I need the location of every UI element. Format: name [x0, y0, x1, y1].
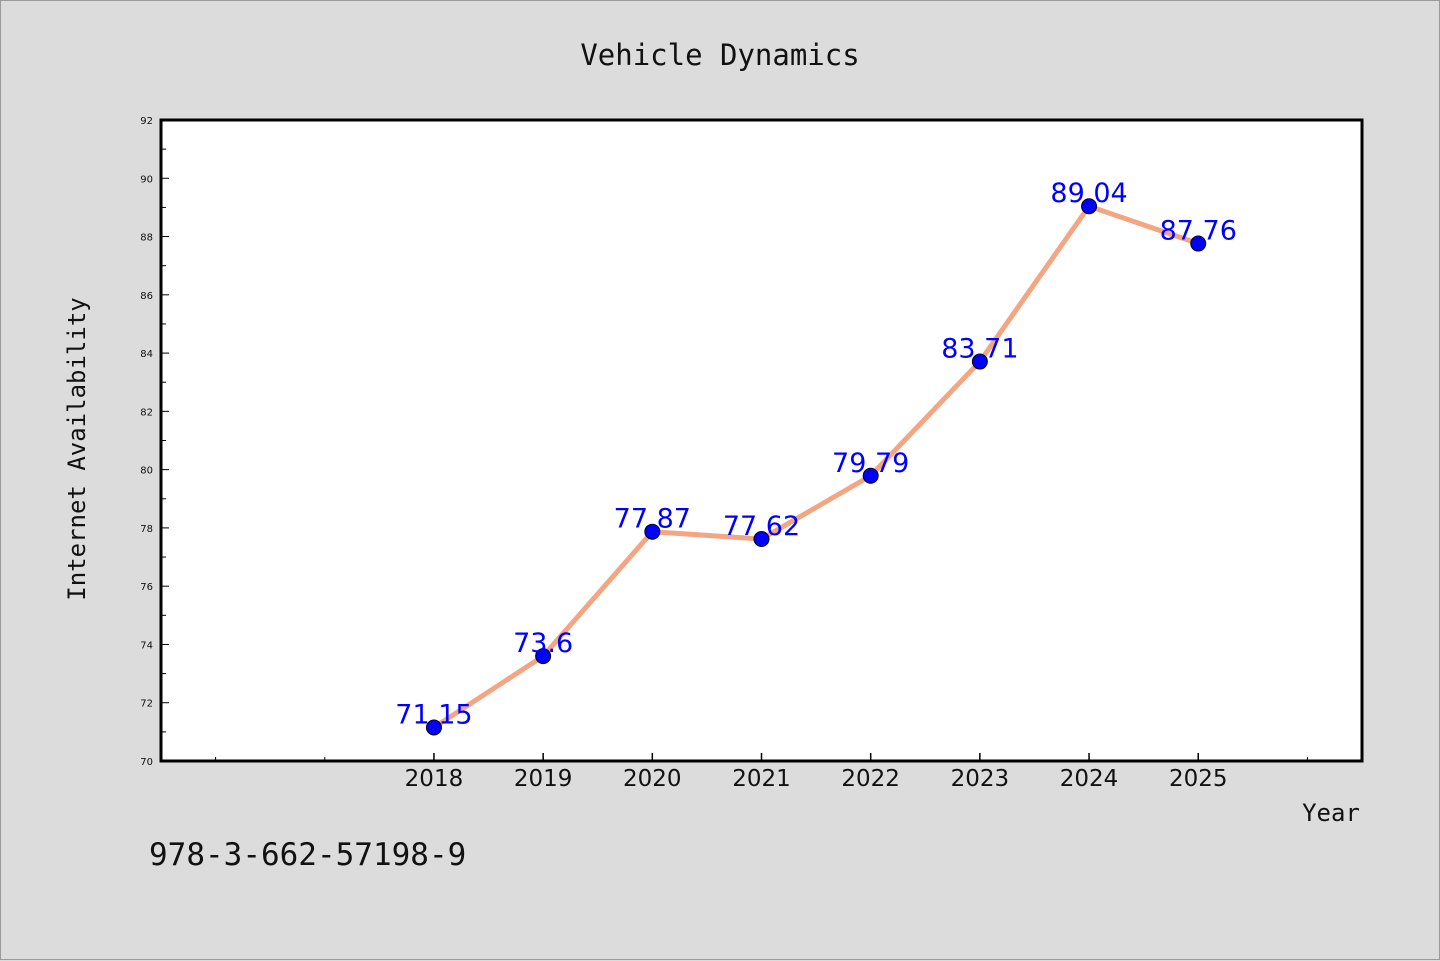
y-tick-label: 72	[140, 699, 153, 710]
y-axis: 70 72 74 76 78 80 82 84 86 88 90 92	[140, 116, 169, 768]
y-tick-label: 88	[140, 233, 153, 244]
data-label: 73.6	[513, 628, 573, 659]
x-tick-label: 2019	[514, 766, 573, 792]
data-point	[1190, 235, 1207, 252]
y-tick-label: 80	[140, 466, 153, 477]
x-tick-label: 2023	[951, 766, 1010, 792]
series-group: 71.15 73.6 77.87 77.62 79.79 83.71 89.04 87.76	[395, 178, 1237, 736]
y-tick-label: 86	[140, 291, 153, 302]
chart-title: Vehicle Dynamics	[580, 38, 859, 72]
y-tick-label: 78	[140, 524, 153, 535]
x-axis-title: Year	[1302, 799, 1360, 827]
series-line	[432, 203, 1200, 730]
y-tick-label: 92	[140, 116, 153, 127]
x-tick-label: 2024	[1060, 766, 1119, 792]
y-tick-label: 82	[140, 407, 153, 418]
data-point	[535, 648, 552, 665]
isbn-label: 978-3-662-57198-9	[149, 837, 466, 873]
x-tick-label: 2022	[841, 766, 900, 792]
x-tick-label: 2021	[732, 766, 791, 792]
y-tick-label: 74	[140, 640, 153, 651]
y-tick-label: 90	[140, 174, 153, 185]
data-point	[644, 523, 661, 540]
data-point	[971, 353, 988, 370]
x-axis: 2018 2019 2020 2021 2022 2023 2024 2025	[215, 753, 1308, 792]
data-label: 77.87	[614, 504, 691, 535]
y-axis-title: Internet Availability	[63, 297, 91, 600]
data-point	[425, 719, 442, 736]
data-label: 89.04	[1050, 178, 1127, 209]
x-tick-label: 2020	[623, 766, 682, 792]
y-tick-label: 70	[140, 757, 153, 768]
x-tick-label: 2025	[1169, 766, 1228, 792]
data-label: 77.62	[723, 511, 800, 542]
y-tick-label: 84	[140, 349, 153, 360]
data-point	[753, 530, 770, 547]
data-label: 79.79	[832, 448, 909, 479]
data-label: 83.71	[941, 334, 1018, 365]
data-label: 87.76	[1160, 216, 1237, 247]
data-label: 71.15	[395, 699, 472, 730]
x-tick-label: 2018	[405, 766, 464, 792]
plot-area	[159, 118, 1364, 763]
data-point	[1081, 198, 1098, 215]
y-tick-label: 76	[140, 582, 153, 593]
data-point	[862, 467, 879, 484]
